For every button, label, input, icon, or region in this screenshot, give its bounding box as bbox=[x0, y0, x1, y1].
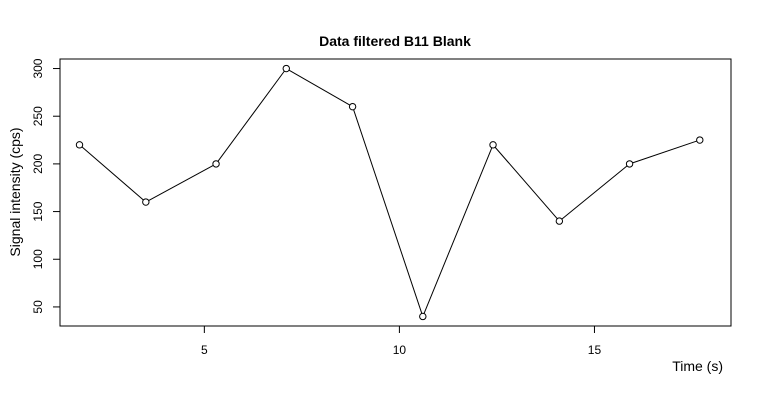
data-point bbox=[625, 160, 634, 168]
y-tick-label: 50 bbox=[31, 300, 45, 314]
series-segment bbox=[148, 164, 214, 201]
data-point bbox=[419, 312, 427, 321]
data-point bbox=[75, 141, 84, 149]
series-segment bbox=[353, 109, 423, 314]
data-point bbox=[489, 141, 497, 149]
series-line bbox=[81, 69, 697, 314]
data-point bbox=[142, 198, 150, 206]
y-tick-label: 250 bbox=[31, 106, 45, 126]
x-axis: 5 10 15 bbox=[201, 325, 602, 357]
y-axis: 50 100 150 200 250 300 bbox=[31, 58, 61, 314]
series-segment bbox=[632, 140, 697, 164]
y-tick-label: 150 bbox=[31, 201, 45, 221]
data-point bbox=[282, 64, 290, 73]
y-tick-label: 200 bbox=[31, 154, 45, 174]
data-points bbox=[75, 64, 704, 321]
series-segment bbox=[494, 146, 558, 220]
data-point bbox=[348, 102, 357, 111]
plot-frame bbox=[59, 58, 732, 327]
data-point bbox=[212, 160, 220, 168]
series-segment bbox=[81, 146, 144, 201]
x-tick-label: 15 bbox=[588, 343, 602, 357]
x-axis-label: Time (s) bbox=[672, 358, 723, 374]
data-point bbox=[555, 217, 564, 225]
series-segment bbox=[288, 69, 351, 106]
x-tick-label: 10 bbox=[393, 343, 407, 357]
y-axis-label: Signal intensity (cps) bbox=[7, 127, 23, 256]
series-segment bbox=[423, 147, 493, 314]
chart-title: Data filtered B11 Blank bbox=[319, 33, 471, 49]
series-segment bbox=[561, 165, 628, 220]
series-segment bbox=[217, 70, 285, 162]
x-tick-label: 5 bbox=[201, 343, 208, 357]
data-point bbox=[696, 136, 704, 144]
y-tick-label: 100 bbox=[31, 249, 45, 269]
y-tick-label: 300 bbox=[31, 58, 45, 78]
